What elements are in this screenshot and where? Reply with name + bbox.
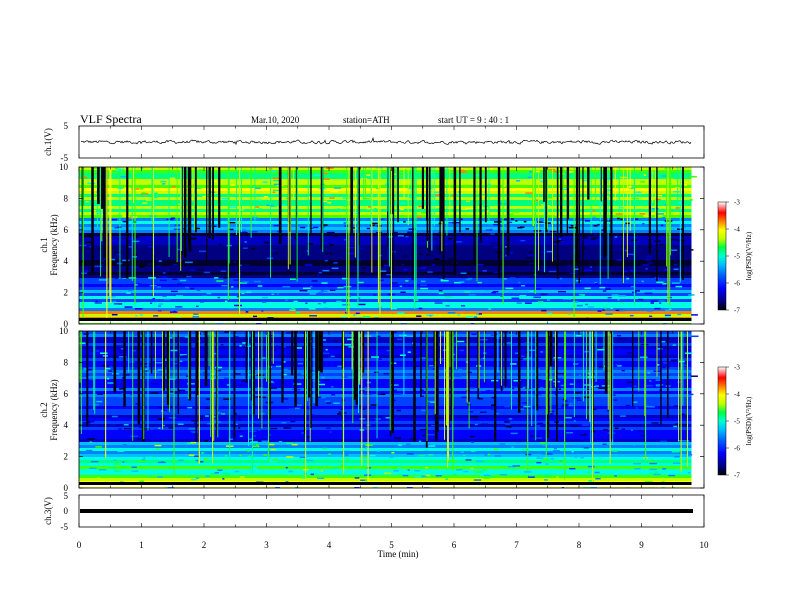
start-ut-label: start UT = 9 : 40 : 1	[438, 115, 509, 125]
time-axis-tick-label: 5	[389, 540, 394, 550]
time-axis-tick-label: 2	[202, 540, 207, 550]
time-axis-tick-label: 9	[639, 540, 644, 550]
ch1-spectrogram-ylabel-ch: ch.1	[39, 237, 49, 252]
ch1-waveform-line	[80, 136, 692, 146]
ch3-waveform-panel: 5 0 -5 ch.3(V)	[43, 491, 705, 532]
time-axis-tick-label: 6	[452, 540, 457, 550]
ch1-colorbar	[717, 201, 727, 311]
ch2-spectrogram-ytick-label: 8	[64, 357, 69, 367]
ch1-colorbar-tick-label: -7	[734, 307, 740, 315]
ch3-ytick-top: 5	[64, 491, 69, 501]
ch1-waveform-ylabel: ch.1(V)	[43, 128, 53, 156]
ch2-colorbar-ticks: -3 -4 -5 -6 -7	[726, 364, 740, 480]
ch2-spectrogram-ytick-label: 0	[64, 483, 69, 493]
station-label: station=ATH	[343, 115, 390, 125]
ch2-spectrogram-ylabel-freq: Frequency (kHz)	[49, 379, 59, 440]
ch1-ytick-bottom: -5	[61, 153, 69, 163]
ch1-spectrogram-ytick-label: 0	[64, 319, 69, 329]
ch3-waveform-ylabel: ch.3(V)	[43, 497, 53, 525]
time-axis-tick-label: 8	[577, 540, 582, 550]
ch1-colorbar-tick-label: -6	[734, 280, 740, 288]
ch1-ytick-top: 5	[64, 121, 69, 131]
ch2-colorbar-tick-label: -7	[734, 472, 740, 480]
ch1-spectrogram-image	[79, 167, 698, 324]
ch1-colorbar-tick-label: -5	[734, 253, 740, 261]
ch2-spectrogram-image	[79, 331, 699, 488]
time-axis-tick-label: 1	[139, 540, 144, 550]
ch2-colorbar-tick-label: -4	[734, 391, 740, 399]
time-axis-tick-label: 7	[514, 540, 519, 550]
ch1-spectrogram-yticks: 0 2 4 6 8 10	[59, 162, 704, 329]
ch3-ytick-bottom: -5	[61, 522, 69, 532]
ch1-spectrogram-ytick-label: 2	[64, 288, 69, 298]
ch1-spectrogram-ytick-label: 4	[64, 256, 69, 266]
ch2-colorbar-tick-label: -6	[734, 445, 740, 453]
ch2-colorbar-label: log(PSD)(V²/Hz)	[745, 396, 753, 445]
ch1-spectrogram-ytick-label: 8	[64, 193, 69, 203]
ch2-spectrogram-ytick-label: 2	[64, 452, 69, 462]
ch1-colorbar-tick-label: -4	[734, 226, 740, 234]
ch1-spectrogram-ylabel-freq: Frequency (kHz)	[49, 214, 59, 275]
ch1-waveform-panel: 5 -5 ch.1(V)	[43, 121, 705, 163]
ch2-spectrogram-ytick-label: 10	[59, 326, 69, 336]
time-axis-tick-labels: 0 1 2 3 4 5 6 7 8 9 10	[77, 540, 709, 550]
chart-title: VLF Spectra	[80, 112, 142, 126]
time-axis-tick-label: 3	[264, 540, 269, 550]
ch3-waveform-line	[80, 509, 693, 513]
time-axis-ticks	[78, 126, 705, 527]
ch2-colorbar-tick-label: -5	[734, 418, 740, 426]
time-axis-tick-label: 4	[327, 540, 332, 550]
date-label: Mar.10, 2020	[251, 115, 300, 125]
ch1-spectrogram-ytick-label: 10	[59, 162, 69, 172]
ch1-spectrogram-ytick-label: 6	[64, 225, 69, 235]
ch2-spectrogram-ytick-label: 4	[64, 420, 69, 430]
time-axis-label: Time (min)	[378, 549, 419, 559]
ch1-colorbar-tick-label: -3	[734, 199, 740, 207]
ch2-colorbar	[717, 366, 727, 476]
time-axis-tick-label: 10	[700, 540, 710, 550]
ch2-spectrogram-yticks: 0 2 4 6 8 10	[59, 326, 704, 493]
time-axis-tick-label: 0	[77, 540, 82, 550]
ch2-spectrogram-ytick-label: 6	[64, 389, 69, 399]
ch2-colorbar-tick-label: -3	[734, 364, 740, 372]
ch3-ytick-mid: 0	[64, 506, 69, 516]
ch1-colorbar-ticks: -3 -4 -5 -6 -7	[726, 199, 740, 315]
ch1-colorbar-label: log(PSD)(V²/Hz)	[745, 231, 753, 280]
ch2-spectrogram-ylabel-ch: ch.2	[39, 402, 49, 417]
